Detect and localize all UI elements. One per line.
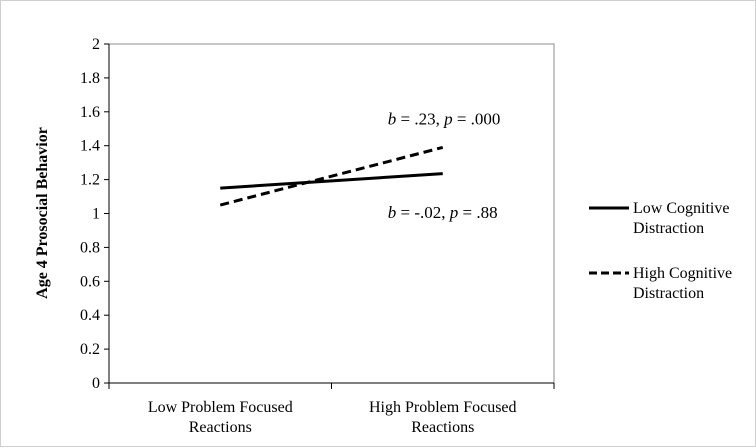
y-tick-label: 1.4 xyxy=(80,138,100,155)
y-tick-label: 0 xyxy=(92,375,100,392)
x-category-label: Low Problem Focused Reactions xyxy=(148,399,293,436)
y-tick-label: 1 xyxy=(92,206,100,223)
y-tick-label: 0.4 xyxy=(80,307,100,324)
y-tick-label: 0.2 xyxy=(80,341,100,358)
y-tick-label: 2 xyxy=(92,36,100,53)
y-tick-label: 1.6 xyxy=(80,104,100,121)
x-categories: Low Problem Focused Reactions High Problem… xyxy=(108,383,555,436)
series-lines xyxy=(219,145,444,207)
y-tick-label: 0.6 xyxy=(80,273,100,290)
legend-label: High Cognitive Distraction xyxy=(633,265,732,302)
y-axis-label: Age 4 Prosocial Behavior xyxy=(34,127,51,299)
y-tick-label: 0.8 xyxy=(80,239,100,256)
y-tick-label: 1.2 xyxy=(80,172,100,189)
legend-label: Low Cognitive Distraction xyxy=(633,200,729,237)
series-low-cognitive-distraction xyxy=(220,172,443,190)
legend: Low Cognitive Distraction High Cognitive Di… xyxy=(589,200,732,302)
y-ticks: 0 0.2 0.4 0.6 0.8 1 1.2 1.4 1.6 1.8 2 xyxy=(80,36,109,392)
series-high-cognitive-distraction xyxy=(219,145,444,207)
annotation-stat: b = -.02, p = .88 xyxy=(388,203,498,222)
y-tick-label: 1.8 xyxy=(80,70,100,87)
annotations: b = .23, p = .000 b = -.02, p = .88 xyxy=(388,110,501,222)
annotation-stat: b = .23, p = .000 xyxy=(388,110,501,129)
x-category-label: High Problem Focused Reactions xyxy=(369,399,517,436)
